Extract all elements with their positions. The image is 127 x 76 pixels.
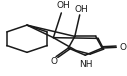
Text: O: O — [50, 57, 57, 66]
Text: OH: OH — [74, 5, 88, 14]
Text: O: O — [119, 43, 126, 52]
Text: NH: NH — [79, 60, 93, 68]
Text: OH: OH — [56, 1, 70, 10]
